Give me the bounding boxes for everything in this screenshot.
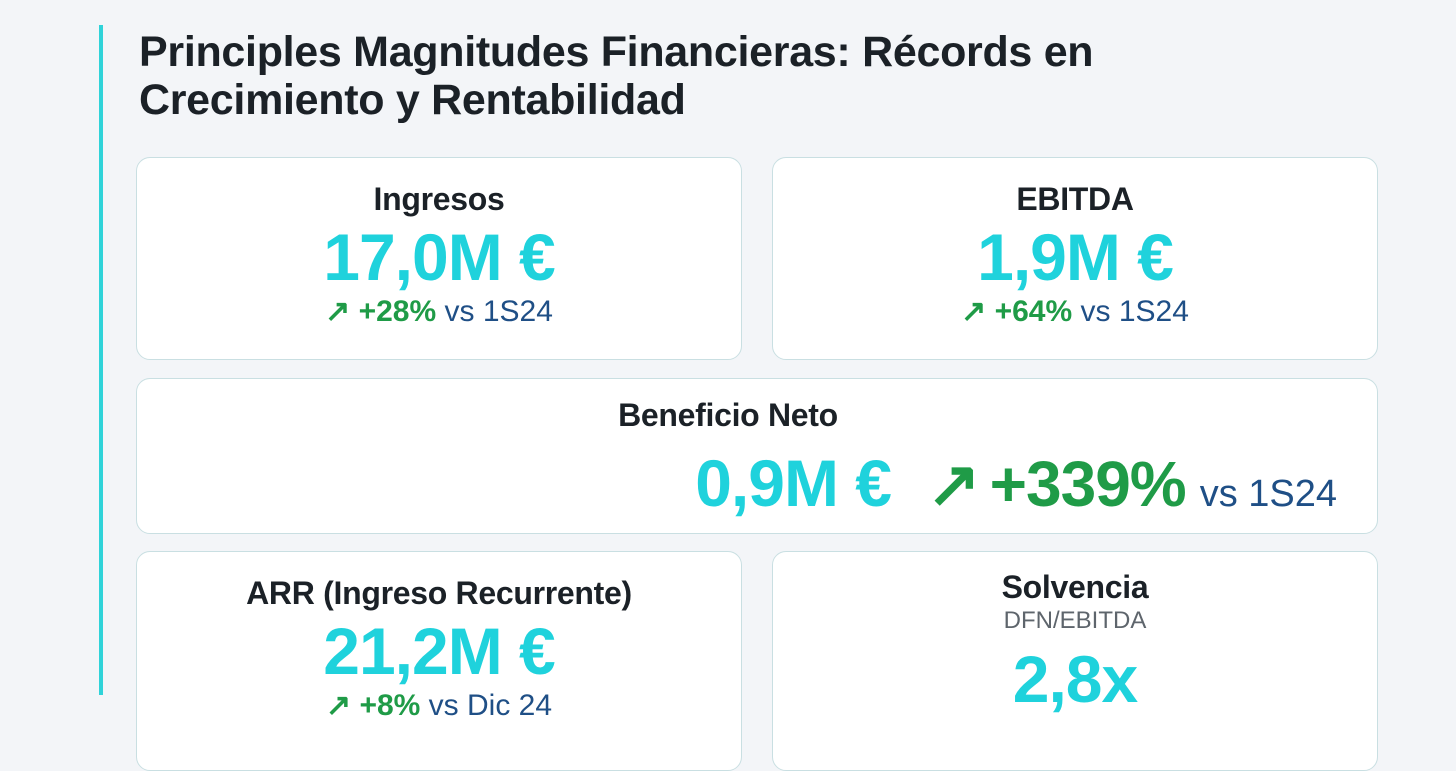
- change-percent: +64%: [994, 295, 1073, 328]
- card-change: ↗ +64% vs 1S24: [773, 294, 1377, 330]
- card-label: Beneficio Neto: [618, 397, 838, 433]
- card-value: 2,8x: [1012, 642, 1138, 716]
- card-label: EBITDA: [1016, 181, 1134, 217]
- arrow-up-right-icon: ↗: [325, 689, 352, 722]
- change-percent: +8%: [359, 689, 421, 722]
- change-percent: +339%: [989, 448, 1187, 520]
- card-arr: ARR (Ingreso Recurrente) 21,2M € ↗ +8% v…: [136, 551, 742, 771]
- accent-bar: [99, 25, 103, 695]
- card-label: Ingresos: [373, 181, 505, 217]
- card-label: ARR (Ingreso Recurrente): [246, 575, 632, 611]
- card-beneficio-neto: Beneficio Neto 0,9M € ↗ +339% vs 1S24: [136, 378, 1378, 534]
- card-change: ↗ +8% vs Dic 24: [137, 688, 741, 724]
- arrow-up-right-icon: ↗: [325, 295, 351, 328]
- card-ebitda: EBITDA 1,9M € ↗ +64% vs 1S24: [772, 157, 1378, 360]
- card-change: ↗ +28% vs 1S24: [137, 294, 741, 330]
- card-value: 0,9M €: [695, 446, 892, 520]
- arrow-up-right-icon: ↗: [927, 448, 981, 520]
- comparison: vs 1S24: [444, 295, 553, 328]
- card-value: 21,2M €: [323, 614, 555, 688]
- arrow-up-right-icon: ↗: [961, 295, 987, 328]
- comparison: vs 1S24: [1080, 295, 1189, 328]
- card-value-row: 0,9M € ↗ +339% vs 1S24: [695, 447, 1337, 522]
- card-ingresos: Ingresos 17,0M € ↗ +28% vs 1S24: [136, 157, 742, 360]
- card-solvencia: Solvencia DFN/EBITDA 2,8x: [772, 551, 1378, 771]
- change-percent: +28%: [358, 295, 437, 328]
- card-value: 1,9M €: [977, 220, 1174, 294]
- card-value: 17,0M €: [323, 220, 555, 294]
- page-title: Principles Magnitudes Financieras: Récor…: [139, 28, 1094, 124]
- comparison: vs 1S24: [1199, 473, 1337, 515]
- card-label: Solvencia: [1001, 569, 1149, 605]
- comparison: vs Dic 24: [428, 689, 553, 722]
- card-sublabel: DFN/EBITDA: [1003, 607, 1147, 634]
